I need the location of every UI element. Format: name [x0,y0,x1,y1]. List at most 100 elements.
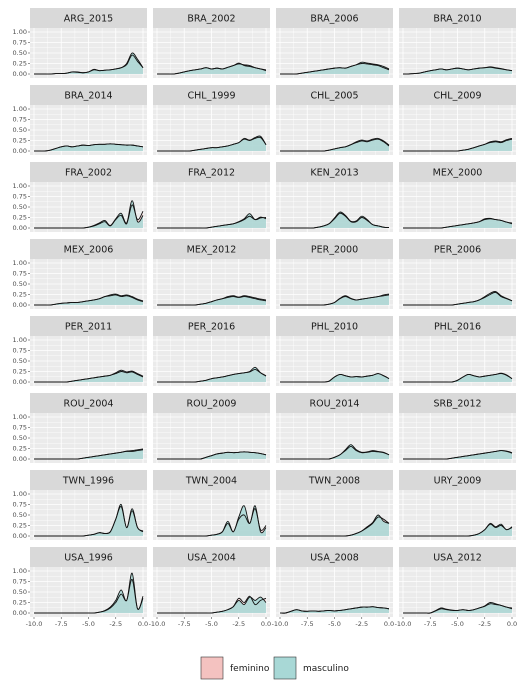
line-masculino [34,200,144,229]
y-tick-label: 0.25 [13,445,27,453]
facet-strip [153,239,270,259]
facet-panel: ROU_2004 0.00 0.25 0.50 0.75 1.00 [13,393,147,463]
y-tick-label: 1.00 [13,105,27,113]
area-masculino [157,63,266,75]
y-tick-label: 1.00 [13,182,27,190]
line-masculino [157,451,267,460]
facet-label: BRA_2006 [310,14,358,25]
facet-strip [153,162,270,182]
facet-strip [30,162,147,182]
legend-swatch [273,656,297,680]
facet-panel: PHL_2016 [399,316,516,386]
x-tick-label: -7.5 [424,620,437,628]
y-tick-label: 0.25 [13,214,27,222]
facet-label: PHL_2010 [311,322,358,333]
line-masculino [280,61,390,75]
facet-panel: PER_2006 [399,239,516,309]
line-masculino [157,213,267,229]
x-tick-label: -7.5 [178,620,191,628]
facet-strip [153,8,270,28]
facet-strip [276,162,393,182]
facet-strip [276,547,393,567]
area-masculino [34,200,143,229]
facet-strip [153,470,270,490]
facet-label: USA_2008 [310,553,359,564]
area-masculino [157,451,266,460]
y-tick-label: 0.50 [13,357,27,365]
line-masculino [403,372,513,383]
facet-panel: TWN_1996 0.00 0.25 0.50 0.75 1.00 [13,470,147,540]
facet-strip [153,393,270,413]
y-tick-label: 0.25 [13,60,27,68]
facet-label: CHL_2005 [311,91,359,102]
x-tick-label: -10.0 [149,620,166,628]
facet-strip [399,470,516,490]
x-tick-label: -7.5 [55,620,68,628]
legend: feminino masculino [200,656,349,680]
facet-strip [276,85,393,105]
line-masculino [403,601,513,614]
facet-strip [276,239,393,259]
y-tick-label: 0.00 [13,455,27,463]
y-tick-label: 0.75 [13,116,27,124]
facet-panel: TWN_2004 [153,470,270,540]
y-tick-label: 0.25 [13,368,27,376]
line-masculino [403,522,513,537]
y-tick-label: 1.00 [13,28,27,36]
x-tick-label: 0.0 [384,620,394,628]
facet-panel: FRA_2002 0.00 0.25 0.50 0.75 1.00 [13,162,147,232]
line-masculino [157,135,267,152]
line-masculino [157,596,267,614]
y-tick-label: 0.50 [13,588,27,596]
line-masculino [402,66,513,75]
facet-panel: TWN_2008 [276,470,393,540]
facet-label: TWN_1996 [62,476,114,487]
x-tick-label: 0.0 [507,620,517,628]
facet-label: ROU_2014 [310,399,360,410]
facet-strip [399,85,516,105]
facet-label: USA_2004 [187,553,236,564]
area-masculino [280,138,389,152]
facet-panel: KEN_2013 [276,162,393,232]
facet-strip [399,162,516,182]
line-masculino [157,366,267,383]
facet-strip [30,393,147,413]
y-tick-label: 0.00 [13,609,27,617]
line-masculino [34,572,144,614]
line-masculino [157,295,267,306]
facet-strip [276,8,393,28]
facet-panel: MEX_2000 [399,162,516,232]
line-masculino [34,293,144,306]
facet-label: BRA_2014 [64,91,112,102]
x-tick-label: -5.0 [451,620,464,628]
y-tick-label: 0.50 [13,126,27,134]
gridlines [153,259,270,309]
facet-label: TWN_2008 [308,476,360,487]
facet-label: CHL_2009 [434,91,482,102]
y-tick-label: 0.25 [13,291,27,299]
facet-label: USA_1996 [64,553,113,564]
y-tick-label: 0.75 [13,424,27,432]
facet-label: KEN_2013 [310,168,358,179]
y-tick-label: 0.50 [13,434,27,442]
line-masculino [34,52,144,75]
line-masculino [157,505,267,537]
panels-layer: ARG_2015 0.00 0.25 0.50 0.75 1.00 BRA_2002 BRA_… [13,8,517,628]
y-tick-label: 0.75 [13,501,27,509]
facet-panel: MEX_2006 0.00 0.25 0.50 0.75 1.00 [13,239,147,309]
area-masculino [280,444,389,460]
area-masculino [403,291,512,306]
y-tick-label: 0.00 [13,70,27,78]
facet-panel: CHL_2005 [276,85,393,155]
facet-strip [30,547,147,567]
line-masculino [34,448,144,460]
x-tick-label: -5.0 [82,620,95,628]
facet-strip [30,239,147,259]
facet-panel: ROU_2009 [153,393,270,463]
y-tick-label: 0.50 [13,280,27,288]
facet-label: PHL_2016 [434,322,481,333]
line-masculino [280,293,390,306]
facet-panel: USA_1996 0.00 0.25 0.50 0.75 1.00 -10.0 -7.5 -5.… [13,547,148,628]
x-tick-label: -2.5 [478,620,491,628]
x-tick-label: -10.0 [26,620,43,628]
